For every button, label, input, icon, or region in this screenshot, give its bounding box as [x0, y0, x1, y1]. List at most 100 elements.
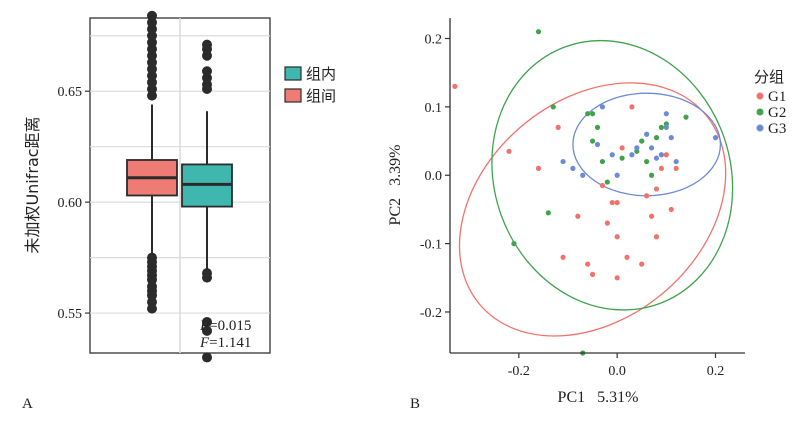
p-value: =0.015 — [209, 318, 251, 334]
point-g1 — [658, 165, 665, 172]
panel-a-label: A — [22, 396, 33, 412]
y-tick-label: 0.1 — [425, 101, 443, 116]
point-g3 — [648, 145, 655, 151]
box-between-group — [181, 39, 233, 363]
y-tick-label: 0.55 — [58, 307, 83, 322]
point-g1 — [673, 165, 679, 172]
point-g3 — [629, 152, 635, 158]
box-within-group — [126, 10, 178, 314]
point-g2 — [653, 135, 660, 141]
y-tick-label: 0.65 — [58, 85, 83, 100]
point-g2 — [604, 179, 610, 185]
legend-swatch — [284, 66, 302, 81]
f-label: F — [199, 335, 210, 351]
panel-a-y-axis: 0.55 0.60 0.65 — [58, 85, 90, 322]
outlier-point — [202, 352, 212, 363]
point-g3 — [594, 141, 601, 148]
point-g1 — [644, 193, 650, 199]
panel-b-x-axis-label: PC1 5.31% — [558, 389, 639, 406]
panel-b-label: B — [410, 396, 420, 412]
point-g1 — [614, 275, 620, 281]
point-g1 — [619, 145, 625, 151]
p-value-annotation: P=0.015 — [199, 318, 251, 334]
point-g2 — [658, 124, 665, 130]
point-g2 — [644, 158, 650, 165]
point-g2 — [589, 138, 596, 144]
point-g3 — [658, 152, 665, 158]
legend-marker — [756, 92, 764, 100]
point-g3 — [644, 131, 650, 137]
point-g3 — [712, 135, 719, 141]
point-g3 — [673, 158, 679, 165]
point-g1 — [614, 234, 620, 240]
legend-item: G2 — [756, 105, 786, 121]
panel-b-pcoa-scatter: 0.2 0.1 0.0 -0.1 -0.2 -0.2 0.0 0.2 PC1 5.31% P… — [387, 18, 786, 412]
point-g3 — [560, 158, 566, 165]
point-g1 — [648, 213, 655, 219]
point-g2 — [535, 29, 542, 35]
x-tick-label: -0.2 — [508, 364, 530, 379]
point-g1 — [639, 261, 645, 267]
outlier-point — [202, 325, 212, 336]
point-g1 — [589, 271, 596, 277]
y-tick-label: 0.0 — [425, 169, 443, 184]
point-g1 — [614, 199, 620, 206]
point-g1 — [585, 261, 591, 267]
panel-b-points — [452, 29, 719, 356]
legend-item: 组内 — [284, 65, 336, 83]
legend-item: G3 — [756, 121, 786, 137]
panel-b-x-axis: -0.2 0.0 0.2 — [508, 353, 725, 379]
legend-label: 组间 — [306, 87, 336, 105]
f-value-annotation: F=1.141 — [199, 335, 251, 351]
point-g3 — [580, 172, 586, 178]
point-g1 — [663, 152, 669, 158]
point-g1 — [599, 182, 606, 189]
panel-a-y-axis-label: 未加权Unifrac距离 — [23, 116, 42, 253]
point-g2 — [648, 172, 655, 178]
point-g3 — [570, 165, 576, 172]
point-g1 — [609, 199, 615, 206]
point-g2 — [511, 241, 517, 247]
panel-a-boxes — [126, 10, 233, 363]
point-g3 — [614, 172, 620, 178]
f-value: =1.141 — [209, 335, 251, 351]
point-g1 — [653, 234, 660, 240]
point-g2 — [639, 138, 645, 144]
legend-label: G1 — [768, 89, 786, 105]
point-g3 — [653, 155, 660, 161]
x-tick-label: 0.2 — [707, 364, 725, 379]
legend-marker — [756, 124, 764, 132]
legend-title: 分组 — [754, 68, 784, 86]
point-g2 — [550, 104, 556, 110]
ellipse-g2 — [491, 39, 734, 311]
outlier-point — [202, 316, 212, 327]
point-g1 — [604, 220, 610, 226]
panel-b-ellipses — [458, 39, 734, 337]
point-g2 — [619, 155, 625, 161]
legend-label: G2 — [768, 105, 786, 121]
outlier-point — [147, 252, 157, 263]
point-g1 — [575, 213, 581, 219]
point-g2 — [589, 111, 596, 117]
outlier-point — [202, 268, 212, 279]
point-g3 — [668, 135, 674, 141]
legend-item: G1 — [756, 89, 786, 105]
y-tick-label: -0.1 — [420, 238, 442, 253]
point-g3 — [663, 111, 669, 117]
y-tick-label: 0.60 — [58, 196, 83, 211]
legend-marker — [756, 108, 764, 116]
point-g2 — [683, 114, 689, 120]
panel-b-y-axis-label: PC2 3.39% — [387, 145, 404, 226]
point-g2 — [585, 111, 591, 117]
point-g1 — [506, 148, 512, 154]
x-tick-label: 0.0 — [608, 364, 626, 379]
point-g1 — [653, 186, 660, 192]
point-g1 — [535, 165, 542, 172]
legend-swatch — [284, 88, 302, 103]
y-tick-label: 0.2 — [425, 33, 443, 48]
point-g2 — [545, 210, 551, 216]
y-tick-label: -0.2 — [420, 306, 442, 321]
